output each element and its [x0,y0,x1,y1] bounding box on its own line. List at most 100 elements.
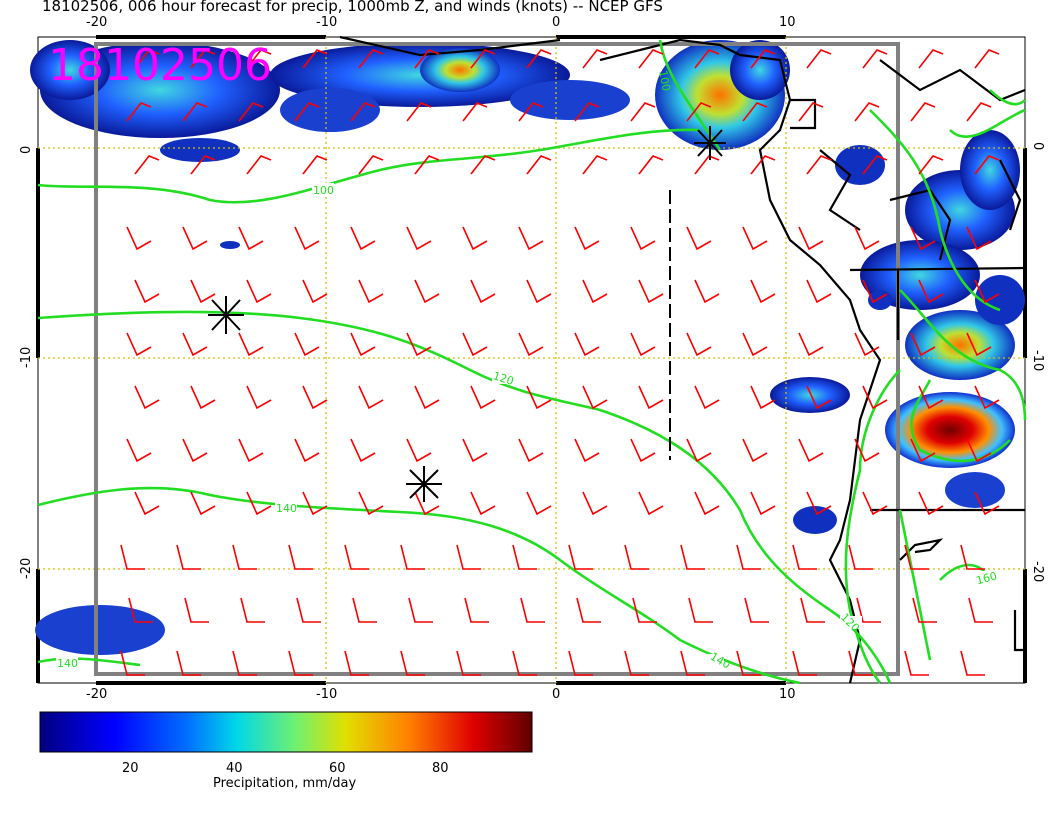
wind-barb [350,226,376,251]
wind-barb [182,102,208,122]
wind-barb [694,385,720,410]
wind-barb [134,49,160,69]
wind-barb [232,650,257,676]
wind-barb [582,279,608,304]
wind-barb [464,597,489,623]
wind-barb [638,491,664,516]
wind-barb [238,102,264,122]
wind-barb [630,332,656,357]
wind-barb [456,650,481,676]
wind-barb [848,650,873,676]
wind-barb [296,597,321,623]
wind-barb [854,332,880,357]
wind-barb [302,385,328,410]
colorbar: 20 40 60 80 [39,711,533,776]
wind-barb [526,279,552,304]
wind-barb [798,226,824,251]
wind-barb [974,385,1000,410]
wind-barb [406,226,432,251]
wind-barb [184,597,209,623]
wind-barb [512,544,537,570]
lon-tick-label: 10 [779,687,796,702]
wind-barb [974,491,1000,516]
wind-barb [792,544,817,570]
contour-label: 140 [57,657,78,670]
wind-barb [694,279,720,304]
lon-tick-label: 0 [552,15,560,30]
wind-barb [134,279,160,304]
wind-barb [400,544,425,570]
wind-barb [408,597,433,623]
wind-barb [288,650,313,676]
lon-tick-label: -10 [316,687,337,702]
wind-barb [910,438,936,463]
wind-barb [526,155,552,175]
lon-tick-label: -10 [316,15,337,30]
wind-barb [918,385,944,410]
wind-barb [638,155,664,175]
wind-barb [806,279,832,304]
lon-tick-labels-bottom: -20 -10 0 10 [86,687,796,702]
lat-tick-label: -20 [1030,561,1045,582]
wind-barb [352,597,377,623]
wind-barb [414,491,440,516]
contour-label: 100 [313,184,334,197]
lat-tick-labels-left: 0 -10 -20 [19,146,34,579]
wind-barb [414,155,440,175]
wind-barb [680,650,705,676]
wind-barb [966,332,992,357]
wind-barb [358,155,384,175]
contour-label: 160 [975,569,999,587]
wind-barb [568,650,593,676]
wind-barb [414,279,440,304]
wind-barb [358,385,384,410]
lat-tick-labels-right: 0 -10 -20 [1030,142,1045,582]
wind-barb [966,438,992,463]
wind-barb [302,155,328,175]
wind-barb [904,544,929,570]
wind-barb [120,544,145,570]
wind-barb [126,332,152,357]
wind-barb [694,491,720,516]
wind-barb [918,155,944,175]
wind-barb [862,385,888,410]
wind-barb [462,332,488,357]
wind-barb [638,49,664,69]
wind-barb [190,491,216,516]
wind-barb [918,491,944,516]
wind-barb [518,438,544,463]
wind-barb [350,102,376,122]
wind-barb [742,438,768,463]
wind-barb [406,332,432,357]
wind-barb [240,597,265,623]
wind-barb [520,597,545,623]
wind-barb [582,385,608,410]
wind-barb [800,597,825,623]
wind-barb [470,279,496,304]
lon-tick-label: 0 [552,687,560,702]
wind-barb [686,332,712,357]
wind-barb [910,226,936,251]
wind-barb [302,49,328,69]
wind-barb [246,49,272,69]
wind-barb [470,49,496,69]
wind-barb [624,544,649,570]
contour-labels: 100 120 140 140 140 120 160 100 [56,69,999,672]
wind-barb [462,438,488,463]
wind-barb [350,332,376,357]
wind-barb [134,155,160,175]
wind-barb [294,226,320,251]
wind-barb [624,650,649,676]
wind-barb [574,438,600,463]
wind-barb [518,102,544,122]
wind-barb [798,332,824,357]
wind-barb [736,650,761,676]
wind-barb [358,491,384,516]
wind-barb [960,544,985,570]
wind-barb [630,438,656,463]
wind-barb [806,49,832,69]
asterisk-marker [694,126,726,160]
wind-barb [750,155,776,175]
wind-barb [750,385,776,410]
contour-label: 140 [276,502,297,515]
